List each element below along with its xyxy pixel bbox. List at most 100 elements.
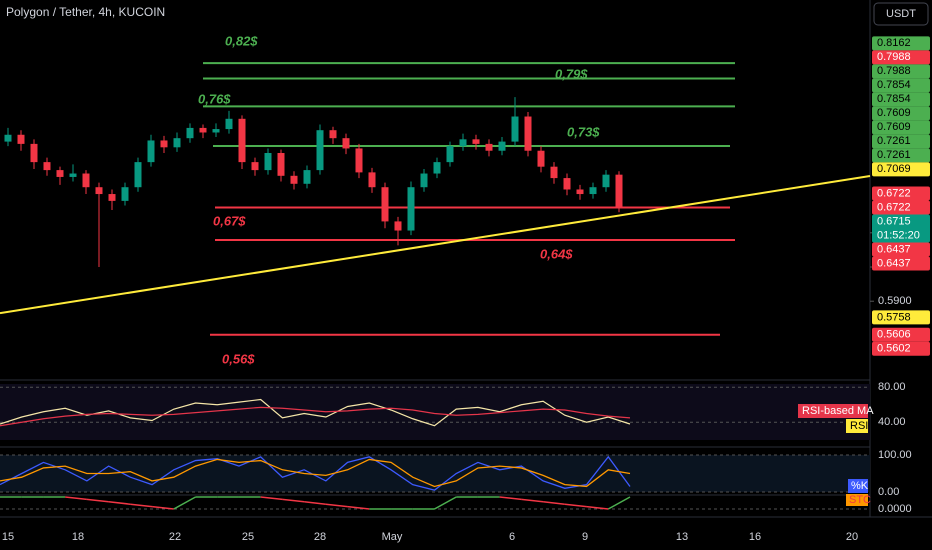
stc-segment xyxy=(260,496,283,501)
x-tick-label: 13 xyxy=(676,531,688,543)
price-tag-label: 0.7854 xyxy=(877,93,911,105)
candle-body xyxy=(290,175,298,184)
stc-segment xyxy=(499,496,522,501)
candle-body xyxy=(342,138,350,149)
candle-body xyxy=(589,187,597,195)
x-tick-label: 20 xyxy=(846,531,858,543)
price-tag xyxy=(872,92,930,107)
price-tag-countdown: 01:52:20 xyxy=(877,229,920,241)
currency-button[interactable] xyxy=(873,2,929,26)
x-tick-label: 18 xyxy=(72,531,84,543)
price-tag xyxy=(872,242,930,257)
price-tag-label: 0.7988 xyxy=(877,51,911,63)
stc-segment xyxy=(173,496,196,510)
price-tag-label: 0.7854 xyxy=(877,79,911,91)
candle-body xyxy=(420,173,428,188)
rsi-band xyxy=(0,384,870,440)
currency-button-label[interactable]: USDT xyxy=(886,8,916,20)
price-tag-label: 0.5602 xyxy=(877,343,911,355)
stc-segment xyxy=(86,498,109,503)
candle-body xyxy=(108,194,116,201)
price-tag xyxy=(872,200,930,215)
price-tag-label: 0.6722 xyxy=(877,187,911,199)
annotation: 0,76$ xyxy=(198,91,231,106)
chart-title: Polygon / Tether, 4h, KUCOIN xyxy=(6,5,165,19)
price-tag xyxy=(872,50,930,65)
candle-body xyxy=(30,143,38,163)
trendline xyxy=(0,175,871,315)
price-tag-label: 0.5758 xyxy=(877,311,911,323)
candle-body xyxy=(69,173,77,177)
candle-body xyxy=(537,150,545,167)
y-tick-label: 0.5900 xyxy=(878,295,912,307)
stc-segment xyxy=(543,501,565,505)
y-tick-label: 0.00 xyxy=(878,486,899,498)
price-tag xyxy=(872,106,930,121)
stc-segment xyxy=(108,501,131,505)
price-tag xyxy=(872,148,930,163)
candle-body xyxy=(615,174,623,209)
candle-body xyxy=(264,153,272,171)
price-tag xyxy=(872,36,930,51)
candle-body xyxy=(43,162,51,171)
legend-tag xyxy=(846,419,868,433)
candle-body xyxy=(173,138,181,148)
price-tag-label: 0.6722 xyxy=(877,201,911,213)
x-tick-label: 28 xyxy=(314,531,326,543)
price-tag xyxy=(872,134,930,149)
candle-body xyxy=(329,130,337,139)
candle-body xyxy=(56,170,64,177)
candle-body xyxy=(316,130,324,171)
annotation: 0,82$ xyxy=(225,33,258,48)
legend-tag xyxy=(846,494,868,506)
candle-body xyxy=(355,148,363,173)
candle-body xyxy=(121,187,129,201)
price-tag-label: 0.6437 xyxy=(877,243,911,255)
candle-body xyxy=(199,127,207,133)
price-tag-label: 0.7988 xyxy=(877,65,911,77)
candle-body xyxy=(251,162,259,171)
stc-segment xyxy=(586,505,609,510)
x-tick-label: 16 xyxy=(749,531,761,543)
candle-body xyxy=(498,141,506,151)
candle-body xyxy=(134,162,142,188)
candle-body xyxy=(433,162,441,174)
price-tag-label: 0.5606 xyxy=(877,329,911,341)
legend-label: RSI-based MA xyxy=(802,405,874,417)
candle-body xyxy=(303,170,311,184)
annotation: 0,64$ xyxy=(540,246,573,261)
x-tick-label: 15 xyxy=(2,531,14,543)
stc-segment xyxy=(434,496,457,510)
price-tag-label: 0.6715 xyxy=(877,215,911,227)
price-tag-label: 0.8162 xyxy=(877,37,911,49)
candle-body xyxy=(186,127,194,139)
candle-body xyxy=(147,140,155,163)
rsi-line xyxy=(0,406,631,427)
price-tag xyxy=(872,186,930,201)
x-tick-label: 6 xyxy=(509,531,515,543)
stc-segment xyxy=(347,505,370,510)
candle-body xyxy=(4,134,12,142)
price-tag xyxy=(872,162,930,177)
annotation: 0,73$ xyxy=(567,124,600,139)
stc-segment xyxy=(304,501,326,505)
x-tick-label: 9 xyxy=(582,531,588,543)
candle-body xyxy=(381,187,389,222)
stc-segment xyxy=(151,505,174,510)
candle-body xyxy=(563,178,571,190)
candle-body xyxy=(225,118,233,130)
price-tag xyxy=(872,310,930,325)
candle-body xyxy=(524,116,532,151)
candle-body xyxy=(576,189,584,195)
stc-segment xyxy=(282,498,305,503)
candle-body xyxy=(212,129,220,133)
candle-body xyxy=(446,146,454,163)
candle-body xyxy=(17,134,25,144)
price-tag-label: 0.7261 xyxy=(877,149,911,161)
candle-body xyxy=(160,140,168,148)
legend-label: %K xyxy=(851,480,869,492)
price-tag xyxy=(872,120,930,135)
price-tag-label: 0.7261 xyxy=(877,135,911,147)
